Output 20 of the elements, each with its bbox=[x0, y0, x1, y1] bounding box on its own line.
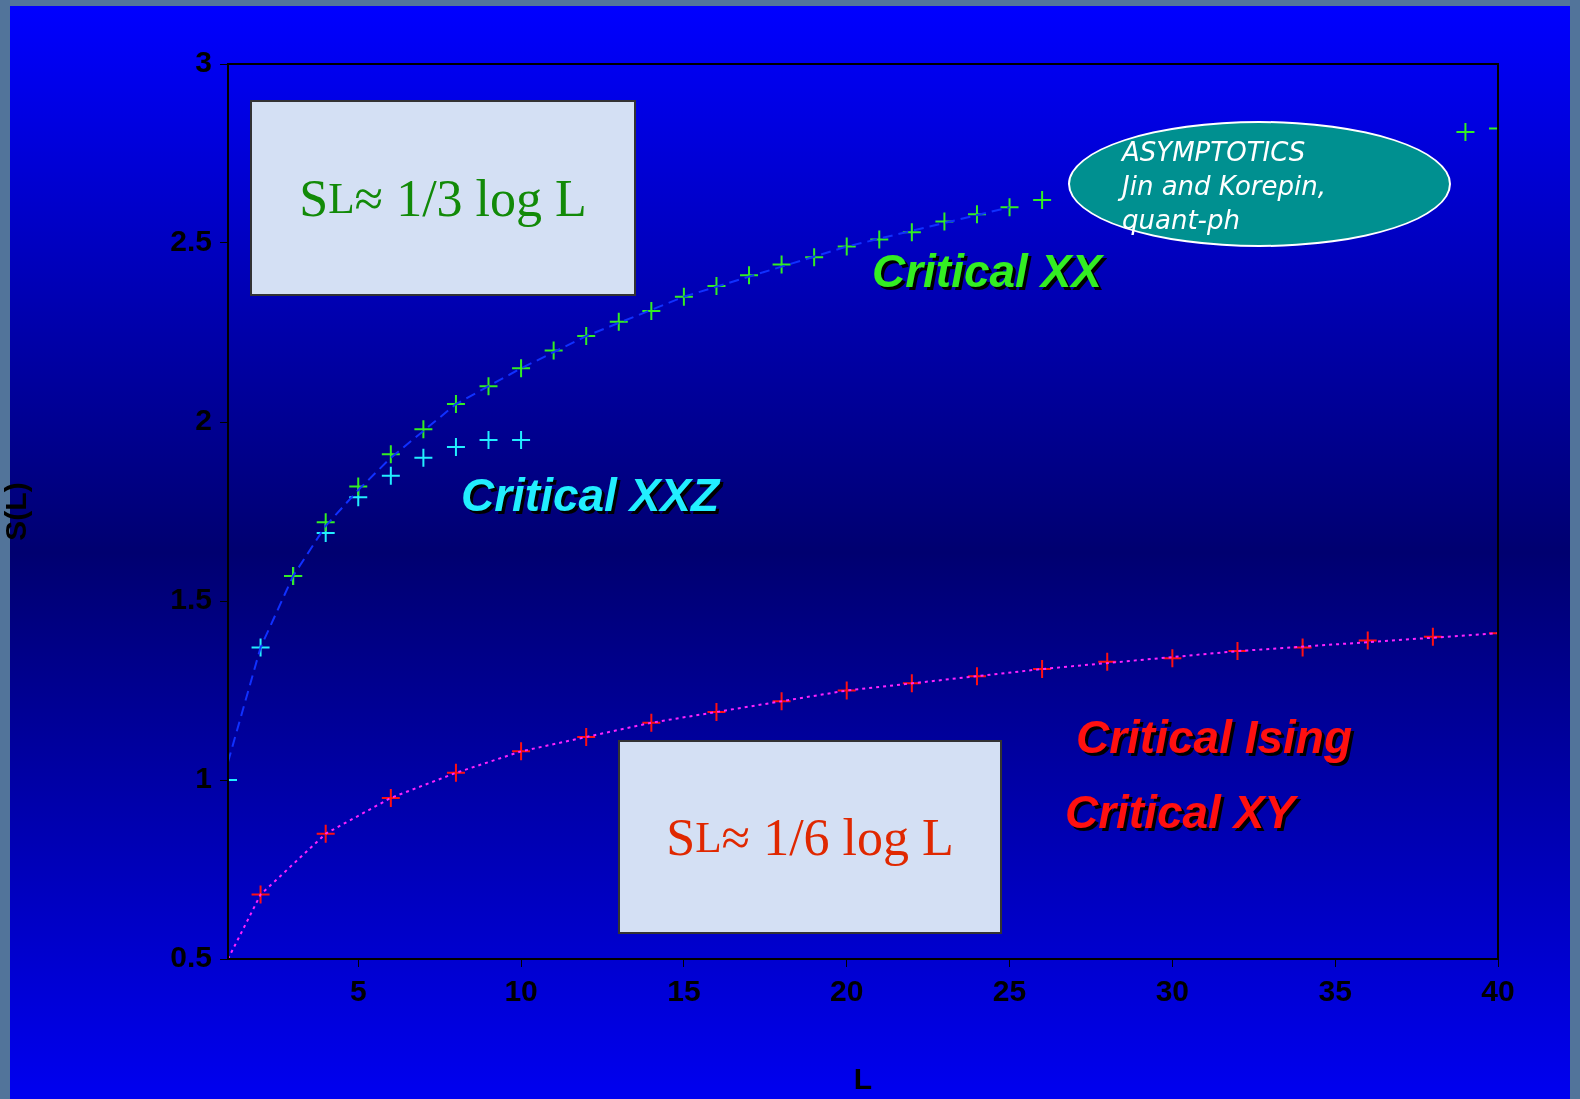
y-tick-label: 2.5 bbox=[170, 224, 212, 258]
y-axis-title: S(L) bbox=[0, 482, 33, 541]
x-tick-label: 15 bbox=[667, 974, 701, 1008]
x-tick-label: 40 bbox=[1481, 974, 1515, 1008]
y-tick-label: 1 bbox=[195, 761, 212, 795]
annotation: Critical XY bbox=[1067, 788, 1303, 841]
x-axis-title: L bbox=[853, 1062, 873, 1096]
y-tick-label: 0.5 bbox=[170, 940, 212, 974]
y-tick-label: 3 bbox=[195, 45, 212, 79]
x-tick-label: 35 bbox=[1318, 974, 1352, 1008]
x-tick-label: 25 bbox=[992, 974, 1027, 1008]
annotation: Critical XXZ bbox=[463, 471, 724, 524]
y-tick-label: 2 bbox=[195, 403, 212, 437]
annotation: Critical XX bbox=[874, 247, 1108, 300]
y-tick-label: 1.5 bbox=[170, 582, 212, 616]
x-tick-label: 5 bbox=[349, 974, 367, 1008]
annotation: Critical Ising bbox=[1078, 713, 1356, 766]
x-tick-label: 20 bbox=[830, 974, 864, 1008]
x-tick-label: 10 bbox=[504, 974, 538, 1008]
x-tick-label: 30 bbox=[1155, 974, 1190, 1008]
